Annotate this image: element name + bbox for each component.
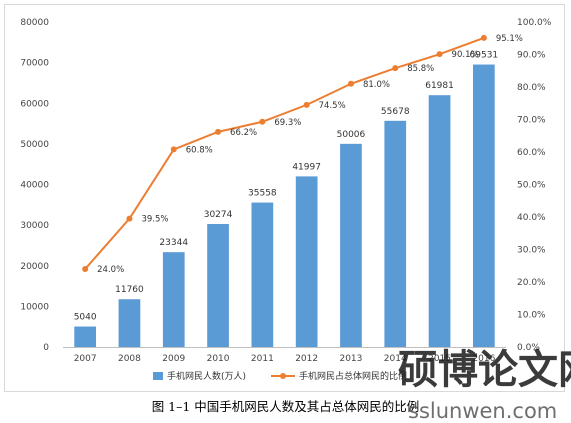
combo-chart: 0 10000 20000 30000 40000 50000 60000 70000 8000… [20, 18, 552, 382]
line-point [303, 101, 310, 108]
chart-frame: 0 10000 20000 30000 40000 50000 60000 70000 8000… [4, 4, 565, 392]
x-axis-tick-label: 2012 [295, 354, 318, 364]
bar [472, 64, 495, 348]
line-path [84, 36, 485, 270]
left-axis-tick-label: 70000 [20, 59, 49, 69]
right-axis-tick-label: 40.0% [517, 213, 546, 223]
right-axis-tick-label: 100.0% [517, 18, 552, 28]
line-data-label: 39.5% [141, 215, 168, 225]
x-axis: 2007 2008 2009 2010 2011 2012 2013 2014 2015 2016 [63, 347, 506, 364]
bar [340, 143, 362, 347]
x-axis-tick-label: 2013 [339, 354, 362, 364]
line-data-label: 90.1% [452, 50, 479, 60]
right-axis-tick-label: 50.0% [517, 181, 546, 191]
left-axis-tick-label: 80000 [20, 18, 49, 28]
x-axis-tick-label: 2009 [162, 354, 185, 364]
line-data-label: 81.0% [363, 80, 390, 90]
left-axis: 0 10000 20000 30000 40000 50000 60000 70000 8000… [20, 18, 49, 353]
right-axis-tick-label: 90.0% [517, 51, 546, 61]
line-point [480, 34, 487, 41]
right-axis-tick-label: 0.0% [517, 343, 540, 353]
bar [74, 326, 97, 347]
x-axis-tick-label: 2007 [74, 354, 97, 364]
left-axis-tick-label: 50000 [20, 140, 49, 150]
line-point [82, 266, 89, 272]
bar [162, 252, 185, 347]
line-data-label: 60.8% [186, 145, 213, 155]
line-data-label: 24.0% [97, 265, 124, 275]
x-axis-tick-label: 2015 [428, 354, 451, 364]
legend-swatch-marker [280, 373, 286, 379]
right-axis: 0.0% 10.0% 20.0% 30.0% 40.0% 50.0% 60.0% 70.0% 8… [517, 18, 552, 353]
left-axis-tick-label: 20000 [20, 262, 49, 272]
bar-data-label: 30274 [204, 210, 233, 220]
right-axis-tick-label: 60.0% [517, 148, 546, 158]
line-point [126, 215, 133, 222]
right-axis-tick-label: 80.0% [517, 83, 546, 93]
x-axis-tick-label: 2008 [118, 354, 141, 364]
legend-swatch-bar [153, 372, 163, 380]
bar-data-label: 35558 [248, 189, 277, 199]
bar-data-label: 61981 [425, 81, 454, 91]
bar [207, 224, 229, 347]
bar-data-label: 11760 [115, 285, 144, 295]
line-data-label: 74.5% [319, 101, 346, 111]
bar-data-label: 55678 [381, 107, 410, 117]
line-series: 24.0% 39.5% 60.8% 66.2% 69.3% 74.5% 81.0% 85.8%… [82, 34, 523, 275]
left-axis-tick-label: 60000 [20, 99, 49, 109]
line-point [259, 118, 266, 125]
line-data-label: 69.3% [274, 118, 301, 128]
bar [118, 299, 141, 347]
line-point [170, 146, 177, 153]
right-axis-tick-label: 10.0% [517, 311, 546, 321]
left-axis-tick-label: 10000 [20, 302, 49, 312]
right-axis-tick-label: 70.0% [517, 116, 546, 126]
legend-label-line: 手机网民占总体网民的比例 [299, 370, 407, 382]
bar [251, 202, 274, 347]
bar-data-label: 50006 [337, 130, 366, 140]
left-axis-tick-label: 40000 [20, 181, 49, 191]
x-axis-tick-label: 2014 [384, 354, 407, 364]
x-axis-tick-label: 2010 [207, 354, 230, 364]
line-data-label: 95.1% [496, 34, 523, 44]
bar [384, 120, 407, 347]
bar-data-label: 41997 [292, 162, 321, 172]
bar-data-label: 69531 [470, 51, 499, 61]
line-point [392, 65, 399, 72]
right-axis-tick-label: 30.0% [517, 246, 546, 256]
line-point [436, 51, 443, 58]
bar-data-label: 23344 [159, 238, 188, 248]
x-axis-tick-label: 2011 [251, 354, 274, 364]
legend: 手机网民人数(万人) 手机网民占总体网民的比例 [153, 370, 407, 382]
bar [428, 95, 451, 348]
line-data-label: 85.8% [407, 64, 434, 74]
bar-data-label: 5040 [74, 313, 97, 323]
line-point [215, 128, 222, 135]
line-data-label: 66.2% [230, 128, 257, 138]
left-axis-tick-label: 0 [43, 343, 49, 353]
left-axis-tick-label: 30000 [20, 221, 49, 231]
bar [295, 176, 318, 347]
bar-series: 5040 11760 23344 30274 35558 41997 50006 55678 6… [74, 51, 499, 348]
x-axis-tick-label: 2016 [472, 354, 495, 364]
right-axis-tick-label: 20.0% [517, 278, 546, 288]
line-point [347, 80, 354, 87]
figure-caption: 图 1–1 中国手机网民人数及其占总体网民的比例 [151, 399, 420, 414]
legend-label-bar: 手机网民人数(万人) [167, 370, 246, 382]
